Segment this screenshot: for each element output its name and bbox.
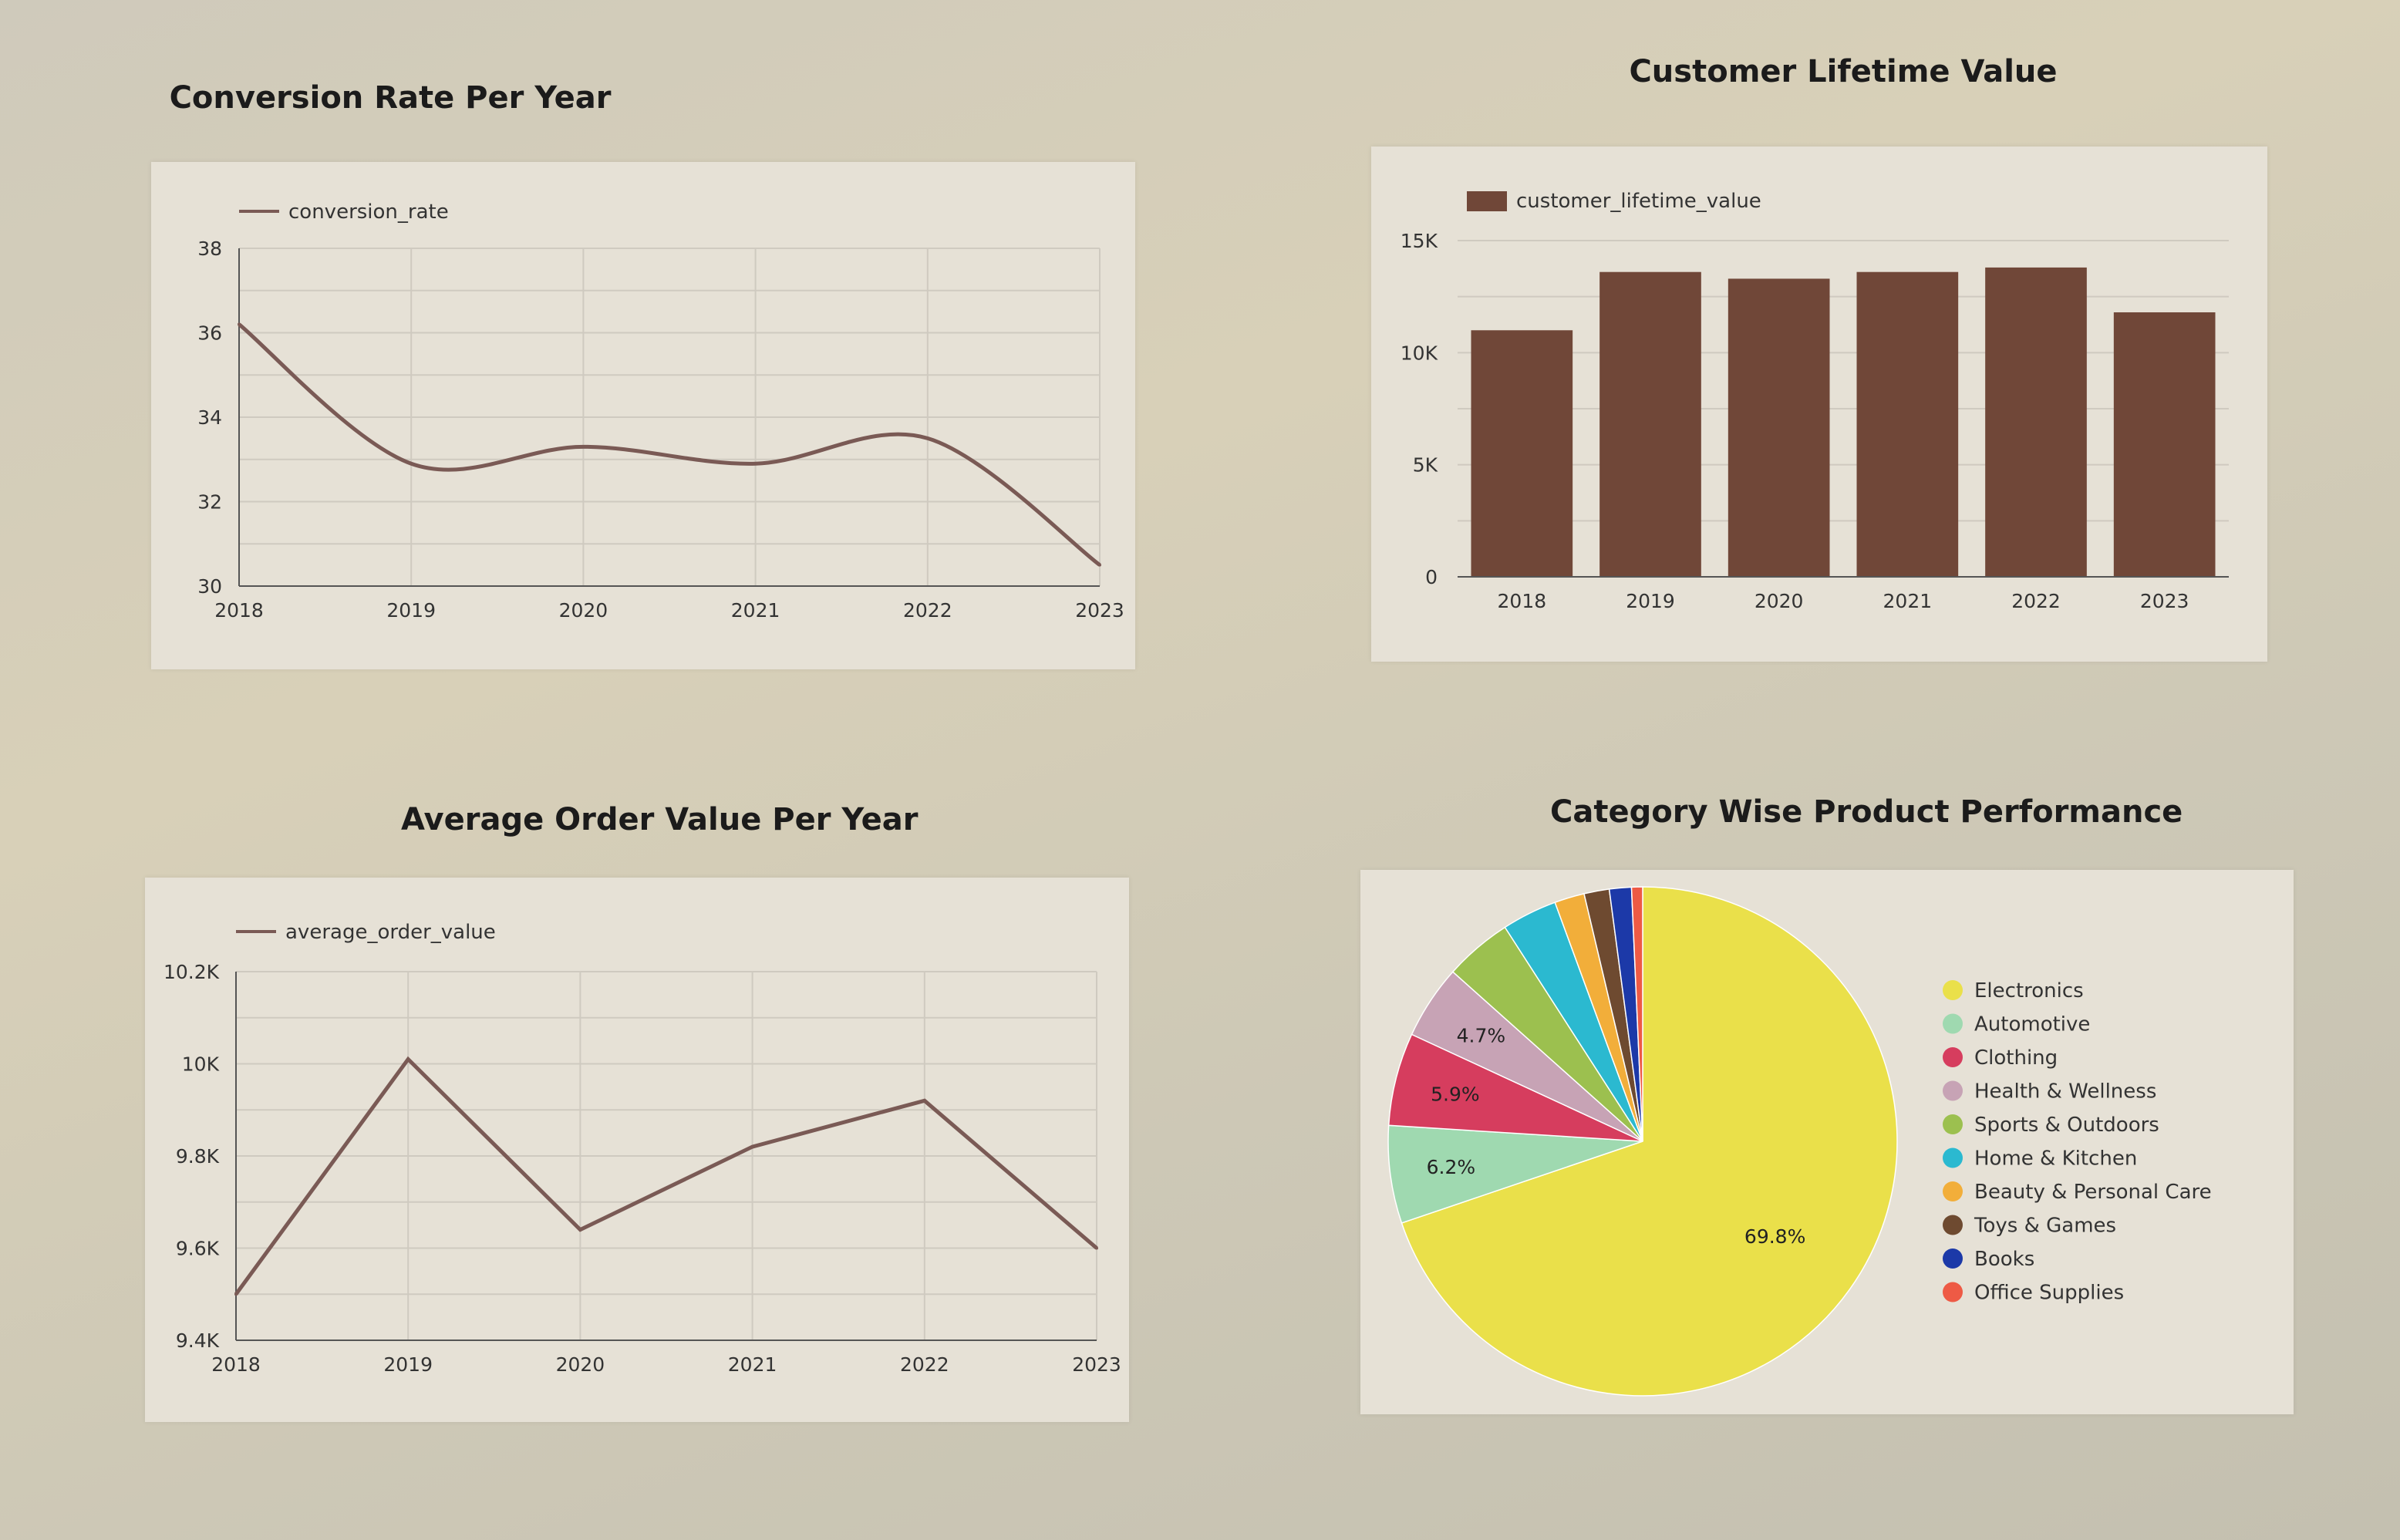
pie-slice-office-supplies xyxy=(1630,886,1643,1142)
category-chart-card: 69.8% Electronics 6.2% Automotive 5.9% Clothi… xyxy=(1360,870,2294,1414)
conversion-chart-svg: 2018 2019 2020 2021 2022 2023 30 32 34 36 38 conver… xyxy=(197,201,1124,622)
data-point xyxy=(922,1099,926,1103)
x-tick-label: 2021 xyxy=(1883,590,1933,612)
y-tick-label: 9.4K xyxy=(176,1329,220,1352)
pie-data-label: 6.2% xyxy=(1427,1156,1476,1178)
x-tick-label: 2018 xyxy=(211,1353,261,1376)
legend-label: customer_lifetime_value xyxy=(1516,190,1761,213)
pie-slice-automotive xyxy=(1387,1124,1643,1224)
pie-data-label: 69.8% xyxy=(1744,1225,1805,1248)
x-tick-label: 2020 xyxy=(556,1353,605,1376)
legend-swatch xyxy=(1943,1249,1963,1269)
legend-swatch xyxy=(1943,1080,1963,1101)
conversion-chart-title: Conversion Rate Per Year xyxy=(169,80,612,116)
legend-swatch xyxy=(1943,1215,1963,1235)
legend-label: Health & Wellness xyxy=(1974,1080,2156,1104)
legend-swatch xyxy=(1943,1147,1963,1168)
legend-swatch xyxy=(1943,1013,1963,1034)
aov-chart-title: Average Order Value Per Year xyxy=(401,802,919,837)
legend-swatch xyxy=(1943,1114,1963,1134)
legend-label: Electronics xyxy=(1974,979,2084,1003)
y-tick-label: 30 xyxy=(197,575,222,598)
x-tick-label: 2020 xyxy=(1754,590,1804,612)
x-tick-label: 2019 xyxy=(1626,590,1675,612)
y-tick-label: 10.2K xyxy=(163,961,220,983)
aov-chart-svg: 2018 2019 2020 2021 2022 2023 9.4K 9.6K 9.8K 10K 1… xyxy=(163,921,1121,1376)
y-tick-label: 10K xyxy=(182,1053,220,1076)
legend-label: Automotive xyxy=(1974,1013,2090,1036)
data-point xyxy=(1098,563,1101,567)
legend-label: Sports & Outdoors xyxy=(1974,1114,2159,1137)
y-tick-label: 5K xyxy=(1413,454,1438,477)
aov-chart-card: 2018 2019 2020 2021 2022 2023 9.4K 9.6K 9.8K 10K 1… xyxy=(145,878,1129,1422)
y-tick-label: 34 xyxy=(197,406,222,429)
bar-2018 xyxy=(1471,330,1573,577)
conversion-chart-card: 2018 2019 2020 2021 2022 2023 30 32 34 36 38 conver… xyxy=(151,162,1135,669)
x-tick-label: 2019 xyxy=(383,1353,433,1376)
x-tick-label: 2021 xyxy=(731,599,780,622)
data-point xyxy=(753,462,757,466)
bar-2022 xyxy=(1985,267,2087,577)
data-point xyxy=(410,462,413,466)
bar-2023 xyxy=(2113,312,2216,577)
y-tick-label: 9.8K xyxy=(176,1145,220,1168)
x-tick-label: 2023 xyxy=(2140,590,2189,612)
bar-2021 xyxy=(1856,271,1959,577)
legend-swatch xyxy=(1943,1282,1963,1302)
x-tick-label: 2018 xyxy=(1498,590,1547,612)
legend-label: Books xyxy=(1974,1248,2034,1271)
y-tick-label: 15K xyxy=(1401,230,1438,252)
data-point xyxy=(406,1057,410,1061)
legend-label: conversion_rate xyxy=(288,201,449,224)
legend-swatch xyxy=(1943,1047,1963,1067)
series-line-average_order_value xyxy=(234,1056,1098,1296)
legend-swatch xyxy=(1467,191,1507,211)
x-tick-label: 2023 xyxy=(1072,1353,1121,1376)
pie-slice-clothing xyxy=(1387,1033,1643,1142)
data-point xyxy=(234,1292,238,1296)
legend-swatch xyxy=(1943,1181,1963,1201)
pie-data-label: 4.7% xyxy=(1457,1024,1506,1046)
y-tick-label: 38 xyxy=(197,238,222,260)
legend-label: Toys & Games xyxy=(1974,1215,2116,1238)
pie-slice-electronics xyxy=(1401,886,1898,1397)
clv-chart-card: 0 5K 10K 15K 2018 2019 2020 2021 2022 2023 custome… xyxy=(1371,147,2267,662)
bar-2020 xyxy=(1728,278,1830,577)
data-point xyxy=(750,1145,754,1149)
x-tick-label: 2022 xyxy=(2011,590,2061,612)
x-tick-label: 2022 xyxy=(903,599,952,622)
x-tick-label: 2022 xyxy=(900,1353,949,1376)
legend-label: Home & Kitchen xyxy=(1974,1147,2137,1171)
category-chart-svg: 69.8% Electronics 6.2% Automotive 5.9% Clothi… xyxy=(1387,886,2212,1397)
clv-chart-svg: 0 5K 10K 15K 2018 2019 2020 2021 2022 2023 custome… xyxy=(1401,190,2229,612)
bar-2019 xyxy=(1599,271,1701,577)
pie-data-label: 5.9% xyxy=(1431,1083,1480,1105)
y-tick-label: 32 xyxy=(197,491,222,514)
x-tick-label: 2019 xyxy=(386,599,436,622)
data-point xyxy=(581,445,585,449)
data-point xyxy=(1095,1246,1098,1250)
y-tick-label: 0 xyxy=(1425,566,1438,588)
category-chart-title: Category Wise Product Performance xyxy=(1550,794,2183,830)
data-point xyxy=(238,322,241,326)
x-tick-label: 2018 xyxy=(214,599,264,622)
data-point xyxy=(925,436,929,440)
x-tick-label: 2021 xyxy=(728,1353,777,1376)
legend-label: Office Supplies xyxy=(1974,1282,2124,1305)
clv-chart-title: Customer Lifetime Value xyxy=(1629,54,2058,89)
legend-swatch xyxy=(1943,980,1963,1000)
legend-label: Beauty & Personal Care xyxy=(1974,1181,2212,1204)
y-tick-label: 36 xyxy=(197,322,222,345)
y-tick-label: 10K xyxy=(1401,342,1438,364)
x-tick-label: 2020 xyxy=(559,599,608,622)
y-tick-label: 9.6K xyxy=(176,1238,220,1260)
legend-label: average_order_value xyxy=(285,921,496,944)
x-tick-label: 2023 xyxy=(1075,599,1124,622)
series-line-conversion_rate xyxy=(238,322,1101,567)
data-point xyxy=(578,1228,582,1232)
legend-label: Clothing xyxy=(1974,1046,2058,1070)
